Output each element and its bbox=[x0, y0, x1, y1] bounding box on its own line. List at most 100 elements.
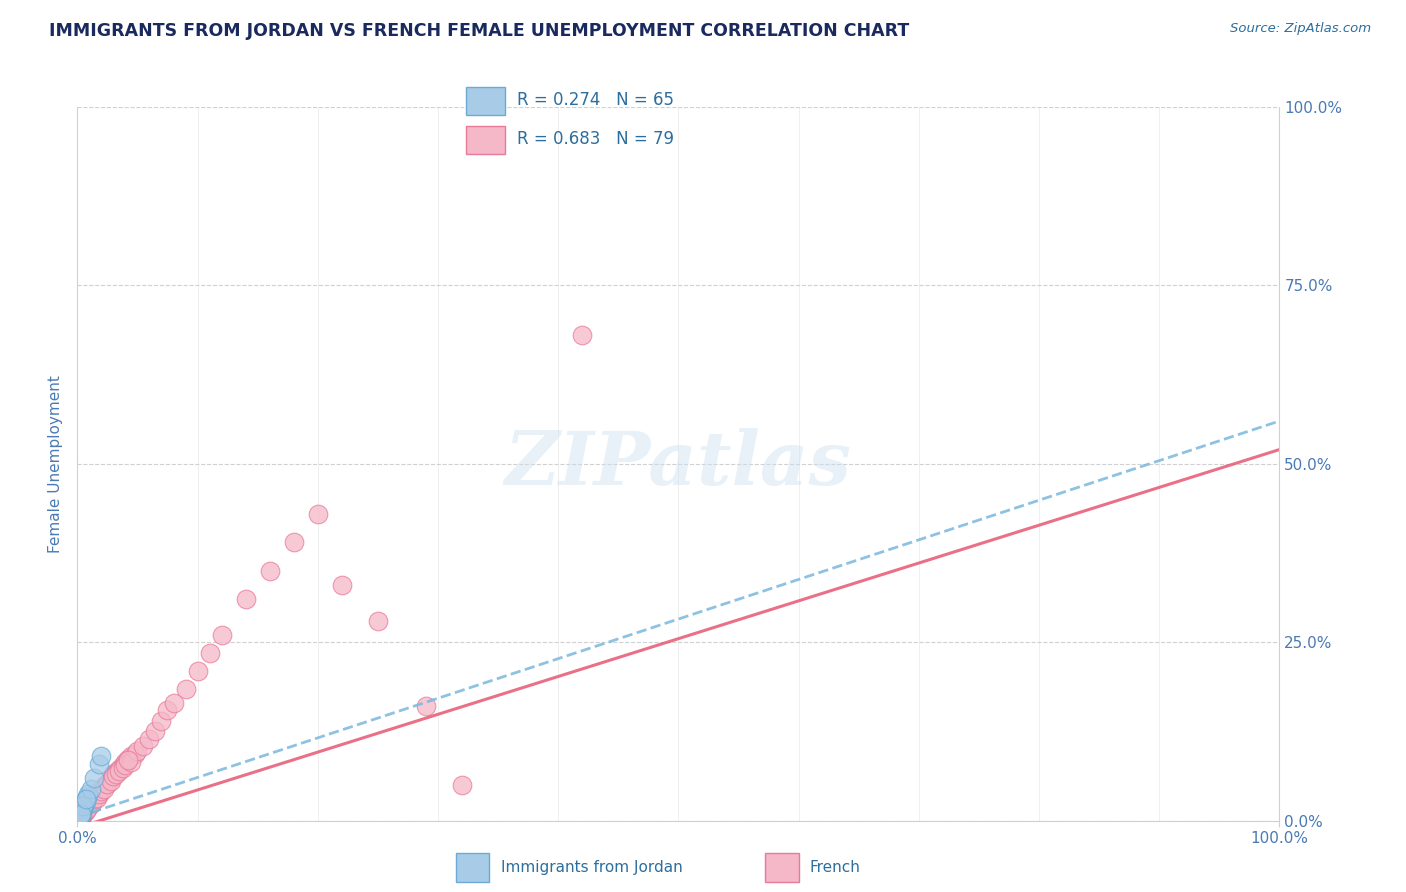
Point bbox=[83, 792, 105, 806]
Point bbox=[93, 781, 115, 796]
Point bbox=[69, 808, 91, 822]
Point bbox=[132, 739, 155, 753]
Text: R = 0.274   N = 65: R = 0.274 N = 65 bbox=[517, 91, 673, 109]
Point bbox=[69, 810, 91, 824]
Point bbox=[82, 794, 104, 808]
Point bbox=[259, 564, 281, 578]
Point bbox=[67, 811, 90, 825]
Point bbox=[73, 797, 96, 811]
Point bbox=[67, 812, 90, 826]
Point bbox=[79, 797, 101, 812]
Point bbox=[100, 773, 122, 788]
Point bbox=[114, 755, 136, 769]
Point bbox=[138, 731, 160, 746]
Point bbox=[87, 787, 110, 801]
Point bbox=[73, 805, 96, 819]
Point bbox=[75, 792, 97, 806]
Point bbox=[70, 806, 93, 821]
Point bbox=[70, 803, 93, 817]
Point bbox=[67, 811, 90, 825]
Y-axis label: Female Unemployment: Female Unemployment bbox=[48, 375, 63, 553]
Point bbox=[70, 805, 93, 820]
Point bbox=[235, 592, 257, 607]
Point bbox=[69, 808, 91, 822]
Point bbox=[79, 781, 101, 796]
Point bbox=[72, 806, 94, 821]
Point bbox=[76, 802, 98, 816]
Point bbox=[69, 809, 91, 823]
Point bbox=[70, 805, 93, 819]
Point bbox=[70, 806, 93, 821]
Point bbox=[77, 799, 100, 814]
Point bbox=[69, 809, 91, 823]
Point bbox=[451, 778, 474, 792]
Point bbox=[117, 752, 139, 766]
Point bbox=[72, 805, 94, 820]
Text: IMMIGRANTS FROM JORDAN VS FRENCH FEMALE UNEMPLOYMENT CORRELATION CHART: IMMIGRANTS FROM JORDAN VS FRENCH FEMALE … bbox=[49, 22, 910, 40]
Point bbox=[367, 614, 389, 628]
Point bbox=[67, 812, 90, 826]
Point bbox=[73, 796, 96, 810]
Point bbox=[70, 805, 93, 820]
Point bbox=[69, 811, 91, 825]
Point bbox=[83, 771, 105, 785]
Point bbox=[69, 809, 91, 823]
Text: Source: ZipAtlas.com: Source: ZipAtlas.com bbox=[1230, 22, 1371, 36]
Point bbox=[174, 681, 197, 696]
Point bbox=[72, 800, 94, 814]
Point bbox=[96, 776, 118, 790]
Point bbox=[283, 535, 305, 549]
Point bbox=[72, 806, 94, 821]
Point bbox=[100, 772, 122, 787]
Point bbox=[69, 808, 91, 822]
Point bbox=[70, 809, 93, 823]
Point bbox=[75, 792, 97, 806]
Point bbox=[70, 804, 93, 818]
Point bbox=[72, 799, 94, 814]
Point bbox=[70, 805, 93, 820]
Point bbox=[127, 744, 149, 758]
Point bbox=[75, 802, 97, 816]
Point bbox=[86, 790, 108, 805]
Point bbox=[69, 808, 91, 822]
Bar bbox=[456, 854, 489, 881]
Point bbox=[156, 703, 179, 717]
Point bbox=[70, 807, 93, 822]
Point bbox=[67, 811, 90, 825]
Point bbox=[198, 646, 221, 660]
Point bbox=[77, 787, 100, 801]
Point bbox=[72, 798, 94, 813]
Point bbox=[75, 803, 97, 817]
Point bbox=[70, 807, 93, 822]
Point bbox=[70, 805, 93, 819]
Point bbox=[79, 798, 101, 813]
Text: R = 0.683   N = 79: R = 0.683 N = 79 bbox=[517, 130, 673, 148]
Point bbox=[80, 796, 103, 810]
Point bbox=[70, 806, 93, 821]
Point bbox=[67, 810, 90, 824]
Point bbox=[87, 787, 110, 801]
Point bbox=[69, 809, 91, 823]
Point bbox=[69, 808, 91, 822]
Point bbox=[72, 805, 94, 820]
Point bbox=[108, 764, 131, 778]
Point bbox=[96, 776, 118, 790]
Point bbox=[117, 753, 139, 767]
Point bbox=[70, 803, 93, 817]
Point bbox=[72, 797, 94, 812]
Bar bbox=[765, 854, 799, 881]
Point bbox=[80, 796, 103, 810]
Point bbox=[69, 808, 91, 822]
Point bbox=[69, 807, 91, 822]
Point bbox=[70, 801, 93, 815]
Point bbox=[70, 806, 93, 821]
Point bbox=[150, 714, 173, 728]
Point bbox=[108, 762, 131, 776]
Point bbox=[70, 802, 93, 816]
Point bbox=[73, 804, 96, 818]
Point bbox=[70, 812, 93, 826]
Point bbox=[70, 808, 93, 822]
Point bbox=[104, 766, 127, 780]
Point bbox=[69, 808, 91, 822]
Point bbox=[211, 628, 233, 642]
